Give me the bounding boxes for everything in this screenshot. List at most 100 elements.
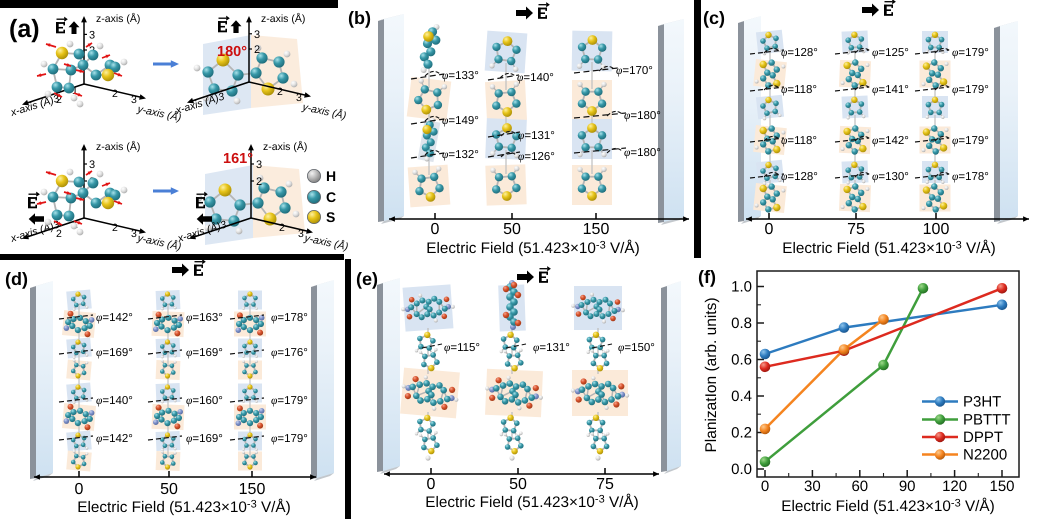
svg-text:φ=131°: φ=131°	[518, 130, 555, 142]
svg-text:φ=169°: φ=169°	[186, 433, 223, 445]
svg-text:φ=179°: φ=179°	[271, 395, 308, 407]
svg-text:180°: 180°	[217, 44, 247, 60]
svg-text:φ=130°: φ=130°	[872, 171, 909, 183]
svg-text:φ=179°: φ=179°	[952, 84, 989, 96]
svg-text:30: 30	[804, 478, 821, 495]
svg-text:2: 2	[277, 86, 283, 98]
svg-text:2: 2	[112, 222, 118, 234]
svg-text:PBTTT: PBTTT	[963, 412, 1011, 429]
svg-text:0.8: 0.8	[731, 315, 752, 332]
svg-text:DPPT: DPPT	[963, 429, 1003, 446]
svg-text:z-axis (Å): z-axis (Å)	[96, 140, 140, 153]
svg-text:φ=128°: φ=128°	[781, 171, 818, 183]
svg-text:φ=131°: φ=131°	[533, 342, 570, 354]
svg-text:60: 60	[851, 478, 868, 495]
svg-text:φ=180°: φ=180°	[624, 147, 661, 159]
svg-text:φ=118°: φ=118°	[781, 135, 817, 147]
svg-text:φ=170°: φ=170°	[616, 65, 653, 77]
svg-text:3: 3	[131, 94, 137, 106]
svg-text:0: 0	[431, 221, 440, 238]
svg-text:Electric Field (51.423×10-3 V/: Electric Field (51.423×10-3 V/Å)	[425, 493, 638, 511]
svg-text:φ=125°: φ=125°	[872, 47, 909, 59]
svg-text:φ=141°: φ=141°	[872, 84, 909, 96]
svg-text:z-axis (Å): z-axis (Å)	[96, 12, 140, 25]
svg-text:(e): (e)	[356, 269, 378, 289]
svg-text:50: 50	[503, 221, 521, 238]
svg-text:0.4: 0.4	[731, 388, 752, 405]
svg-text:(b): (b)	[348, 8, 371, 28]
svg-text:φ=142°: φ=142°	[96, 312, 133, 324]
svg-text:3: 3	[298, 228, 304, 240]
svg-text:3: 3	[256, 159, 262, 171]
svg-text:50: 50	[509, 476, 527, 493]
svg-text:50: 50	[160, 481, 178, 498]
svg-text:3: 3	[296, 92, 302, 104]
svg-text:0.6: 0.6	[731, 352, 752, 369]
svg-text:3: 3	[89, 159, 95, 171]
svg-text:3: 3	[89, 29, 95, 41]
svg-text:z-axis (Å): z-axis (Å)	[263, 140, 307, 153]
svg-text:φ=142°: φ=142°	[872, 135, 909, 147]
svg-text:2: 2	[256, 176, 262, 188]
svg-text:φ=142°: φ=142°	[96, 433, 133, 445]
svg-text:2: 2	[254, 44, 260, 56]
svg-text:φ=178°: φ=178°	[952, 171, 989, 183]
svg-text:150: 150	[239, 481, 266, 498]
svg-text:0: 0	[427, 476, 436, 493]
svg-text:161°: 161°	[223, 151, 253, 167]
svg-text:3: 3	[131, 228, 137, 240]
svg-text:φ=179°: φ=179°	[952, 47, 989, 59]
svg-text:φ=163°: φ=163°	[186, 312, 223, 324]
svg-text:75: 75	[847, 221, 865, 238]
svg-text:φ=178°: φ=178°	[271, 312, 308, 324]
svg-text:C: C	[326, 189, 336, 205]
svg-text:φ=179°: φ=179°	[952, 135, 989, 147]
svg-text:φ=160°: φ=160°	[186, 395, 223, 407]
svg-text:φ=180°: φ=180°	[624, 110, 661, 122]
svg-text:P3HT: P3HT	[963, 394, 1001, 411]
svg-text:φ=126°: φ=126°	[518, 151, 555, 163]
svg-text:3: 3	[254, 29, 260, 41]
svg-text:φ=179°: φ=179°	[271, 433, 308, 445]
svg-text:Electric Field (51.423×10-3 V/: Electric Field (51.423×10-3 V/Å)	[426, 239, 639, 257]
svg-text:Electric Field (51.423×10-3 V/: Electric Field (51.423×10-3 V/Å)	[781, 497, 994, 515]
svg-text:φ=133°: φ=133°	[442, 70, 479, 82]
svg-text:150: 150	[989, 478, 1014, 495]
svg-text:z-axis (Å): z-axis (Å)	[261, 12, 305, 25]
svg-text:φ=176°: φ=176°	[271, 347, 308, 359]
svg-text:φ=132°: φ=132°	[442, 149, 479, 161]
svg-text:90: 90	[899, 478, 916, 495]
svg-text:φ=150°: φ=150°	[618, 342, 655, 354]
svg-text:0.2: 0.2	[731, 425, 752, 442]
svg-text:N2200: N2200	[963, 447, 1007, 464]
svg-text:2: 2	[112, 88, 118, 100]
svg-text:φ=140°: φ=140°	[96, 395, 133, 407]
svg-text:0: 0	[765, 221, 774, 238]
svg-text:2: 2	[279, 222, 285, 234]
svg-text:100: 100	[923, 221, 950, 238]
svg-text:120: 120	[942, 478, 967, 495]
svg-text:S: S	[326, 209, 335, 225]
svg-text:φ=115°: φ=115°	[444, 342, 480, 354]
svg-text:φ=140°: φ=140°	[517, 72, 554, 84]
svg-text:2: 2	[56, 228, 62, 240]
svg-text:H: H	[326, 168, 336, 184]
svg-text:φ=128°: φ=128°	[781, 47, 818, 59]
svg-text:(f): (f)	[698, 267, 716, 287]
svg-text:φ=118°: φ=118°	[781, 84, 817, 96]
svg-text:PlanizatIon (arb. units): PlanizatIon (arb. units)	[703, 297, 720, 452]
svg-text:Electric Field (51.423×10-3 V/: Electric Field (51.423×10-3 V/Å)	[77, 498, 290, 516]
svg-text:150: 150	[583, 221, 610, 238]
svg-text:φ=169°: φ=169°	[186, 347, 223, 359]
svg-text:1.0: 1.0	[731, 279, 752, 296]
svg-text:φ=149°: φ=149°	[442, 115, 479, 127]
svg-text:(a): (a)	[9, 15, 40, 43]
svg-text:(c): (c)	[703, 8, 725, 28]
svg-text:0.0: 0.0	[731, 461, 752, 478]
svg-text:0: 0	[75, 481, 84, 498]
svg-text:75: 75	[596, 476, 614, 493]
svg-text:(d): (d)	[5, 269, 28, 289]
svg-text:φ=169°: φ=169°	[96, 347, 133, 359]
svg-text:Electric Field (51.423×10-3 V/: Electric Field (51.423×10-3 V/Å)	[782, 239, 995, 257]
svg-text:0: 0	[761, 478, 769, 495]
